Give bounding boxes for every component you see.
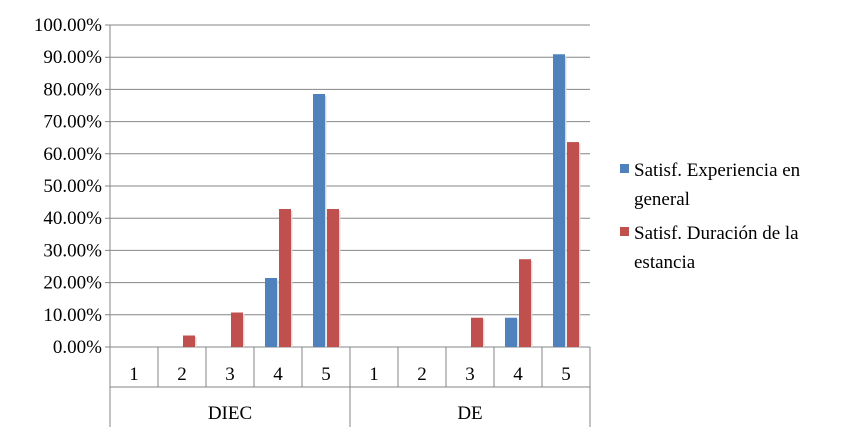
group-label: DIEC: [208, 403, 252, 424]
legend-label: general: [634, 189, 690, 210]
bar: [519, 259, 531, 347]
y-tick-label: 50.00%: [43, 176, 102, 197]
x-tick-labels: 1 2 3 4 5 DIEC 1 2 3 4 5 DE: [129, 364, 571, 424]
bars: [183, 54, 581, 347]
x-tick-label: 2: [417, 364, 427, 385]
bar: [313, 94, 325, 347]
bar: [231, 312, 243, 347]
x-tick-label: 1: [369, 364, 379, 385]
bar: [327, 208, 339, 347]
y-tick-label: 10.00%: [43, 305, 102, 326]
bar: [279, 208, 291, 347]
bar: [505, 317, 517, 347]
group-label: DE: [457, 403, 482, 424]
bar: [567, 142, 579, 347]
legend-label: estancia: [634, 252, 696, 273]
x-tick-label: 3: [465, 364, 475, 385]
x-tick-label: 5: [561, 364, 571, 385]
bar: [183, 335, 195, 347]
legend: Satisf. Experiencia en general Satisf. Dur…: [620, 160, 801, 273]
bar: [471, 317, 483, 347]
x-tick-label: 5: [321, 364, 331, 385]
y-tick-label: 20.00%: [43, 273, 102, 294]
bar: [553, 54, 565, 347]
y-tick-label: 40.00%: [43, 208, 102, 229]
x-tick-label: 4: [513, 364, 523, 385]
y-tick-label: 0.00%: [53, 337, 102, 358]
axes: [109, 25, 591, 427]
legend-swatch: [620, 227, 629, 236]
x-tick-label: 2: [177, 364, 187, 385]
y-tick-label: 60.00%: [43, 144, 102, 165]
bar: [265, 277, 277, 347]
y-tick-label: 70.00%: [43, 112, 102, 133]
legend-label: Satisf. Experiencia en: [634, 160, 801, 181]
x-tick-label: 3: [225, 364, 235, 385]
legend-swatch: [620, 164, 629, 173]
y-tick-label: 90.00%: [43, 47, 102, 68]
y-tick-label: 80.00%: [43, 79, 102, 100]
y-tick-label: 100.00%: [34, 15, 102, 36]
y-tick-label: 30.00%: [43, 240, 102, 261]
y-tick-labels: 0.00% 10.00% 20.00% 30.00% 40.00% 50.00% 60.00…: [34, 15, 102, 358]
x-tick-label: 1: [129, 364, 139, 385]
x-tick-label: 4: [273, 364, 283, 385]
gridlines: [105, 24, 590, 348]
legend-label: Satisf. Duración de la: [634, 223, 799, 244]
